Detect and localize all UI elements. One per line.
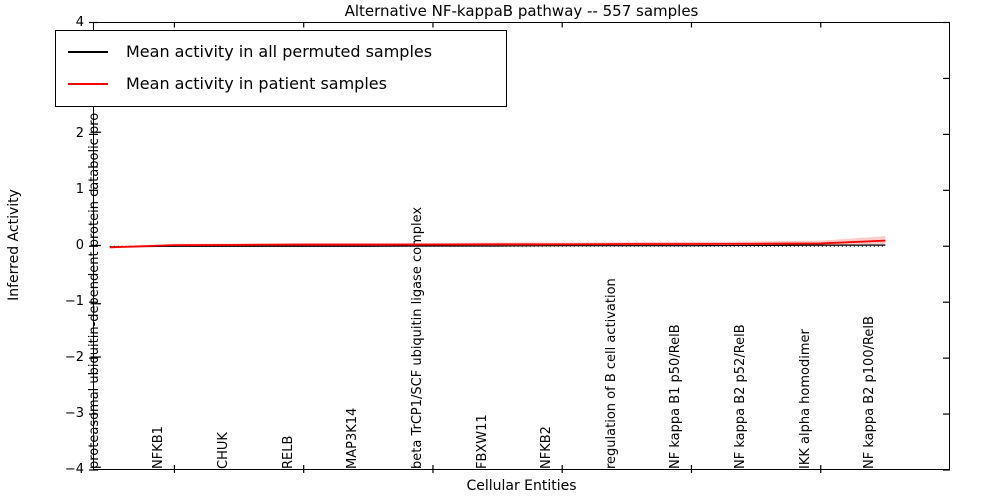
y-tick-label: 2 [75,126,84,142]
x-category-label: NF kappa B1 p50/RelB [668,324,684,469]
x-category-label: MAP3K14 [345,407,361,469]
legend-item-permuted: Mean activity in all permuted samples [68,42,492,61]
y-tick-label: −2 [64,350,84,366]
legend-item-patient: Mean activity in patient samples [68,74,492,93]
x-category-label: regulation of B cell activation [603,278,619,469]
y-tick-label: −3 [64,406,84,422]
x-category-label: NF kappa B2 p52/RelB [733,324,749,469]
permuted-line-swatch [68,50,108,53]
x-category-label: NF kappa B2 p100/RelB [862,316,878,469]
legend-label-patient: Mean activity in patient samples [126,74,387,93]
y-tick-label: −1 [64,294,84,310]
x-category-label: CHUK [216,432,232,469]
patient-line-swatch [68,82,108,85]
x-category-label: IKK alpha homodimer [797,329,813,469]
x-category-label: NFKB2 [539,426,555,469]
x-category-label: FBXW11 [474,414,490,469]
y-tick-label: 0 [75,238,84,254]
x-category-label: proteasomal ubiquitin-dependent protein … [86,112,102,469]
y-axis-label: Inferred Activity [6,189,22,301]
chart-title: Alternative NF-kappaB pathway -- 557 sam… [344,2,699,20]
y-tick-label: 4 [75,14,84,30]
y-tick-label: 1 [75,182,84,198]
x-category-label: RELB [280,435,296,469]
x-category-label: NFKB1 [151,426,167,469]
x-category-label: beta TrCP1/SCF ubiquitin ligase complex [409,206,425,469]
x-axis-label: Cellular Entities [466,478,577,494]
legend-label-permuted: Mean activity in all permuted samples [126,42,433,61]
legend: Mean activity in all permuted samples Me… [55,30,507,107]
y-tick-label: −4 [64,462,84,477]
